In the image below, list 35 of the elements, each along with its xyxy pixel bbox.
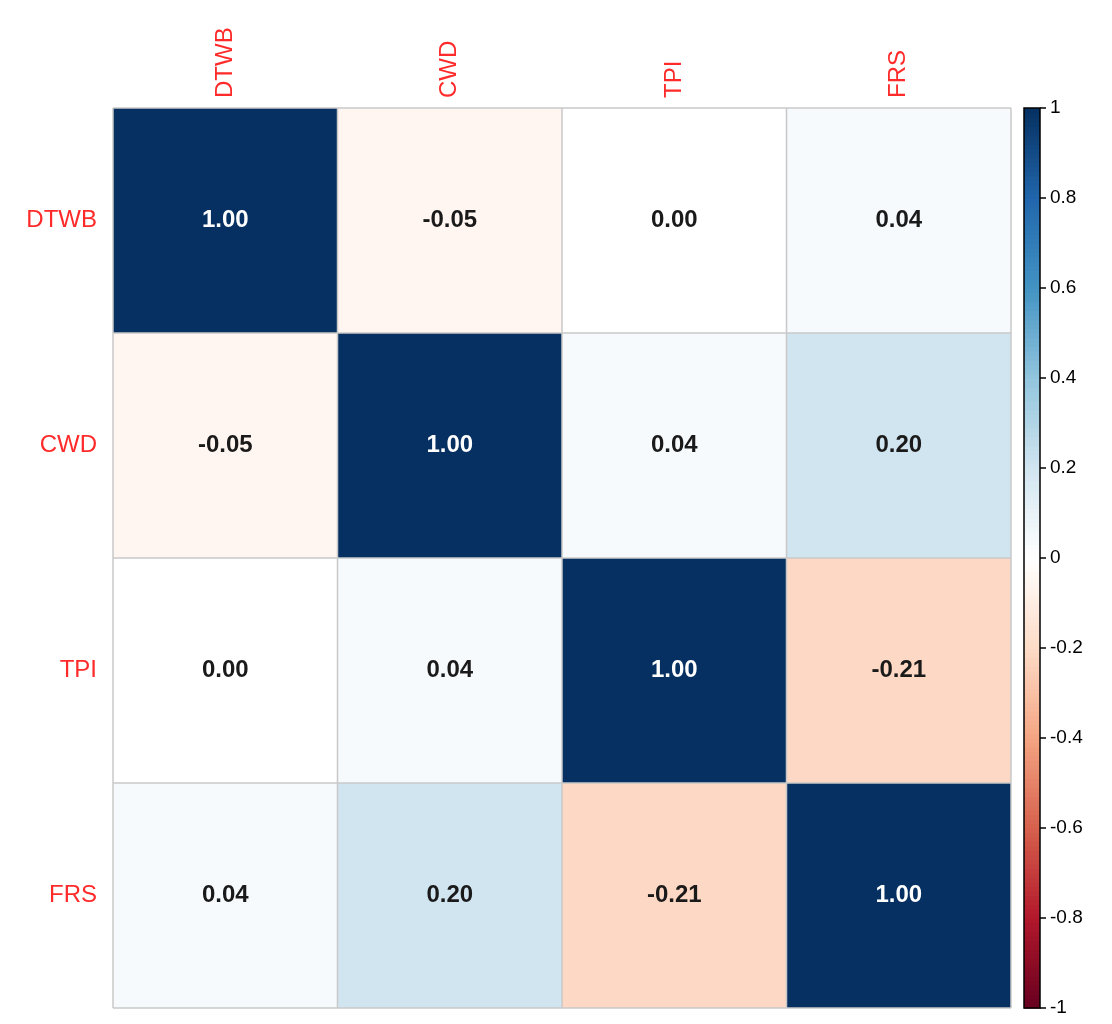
x-tick-label: FRS — [883, 50, 911, 98]
data-label: 0.20 — [875, 430, 923, 458]
color-bar-label: 0.8 — [1050, 186, 1077, 208]
color-bar-label: 0.6 — [1050, 276, 1077, 298]
color-bar-label: -1 — [1050, 996, 1067, 1018]
y-tick-label: FRS — [49, 880, 97, 908]
y-tick-label: DTWB — [26, 205, 97, 233]
x-tick-label: TPI — [658, 60, 686, 98]
data-label: -0.05 — [422, 205, 478, 233]
data-label: 1.00 — [875, 880, 923, 908]
data-label: 0.04 — [875, 205, 923, 233]
data-label: 0.00 — [201, 655, 249, 683]
color-bar-label: -0.6 — [1050, 816, 1083, 838]
color-bar-label: -0.2 — [1050, 636, 1083, 658]
data-label: 0.04 — [426, 655, 474, 683]
color-bar-label: -0.4 — [1050, 726, 1084, 748]
data-label: 1.00 — [426, 430, 474, 458]
color-bar-label: 0 — [1050, 546, 1061, 568]
color-bar-label: 1 — [1050, 96, 1061, 118]
color-bar-label: -0.8 — [1050, 906, 1083, 928]
x-tick-label: DTWB — [209, 27, 237, 98]
data-label: -0.05 — [197, 430, 253, 458]
data-label: 0.04 — [201, 880, 250, 908]
data-label: 0.04 — [650, 430, 699, 458]
data-label: 1.00 — [650, 655, 698, 683]
data-label: -0.21 — [871, 655, 927, 683]
y-tick-label: CWD — [39, 430, 97, 458]
y-tick-label: TPI — [59, 655, 97, 683]
data-label: -0.21 — [646, 880, 702, 908]
x-tick-label: CWD — [434, 40, 462, 98]
data-label: 0.20 — [426, 880, 474, 908]
data-label: 0.00 — [650, 205, 698, 233]
color-bar-label: 0.2 — [1050, 456, 1077, 478]
color-bar-label: 0.4 — [1050, 366, 1077, 388]
data-label: 1.00 — [201, 205, 249, 233]
